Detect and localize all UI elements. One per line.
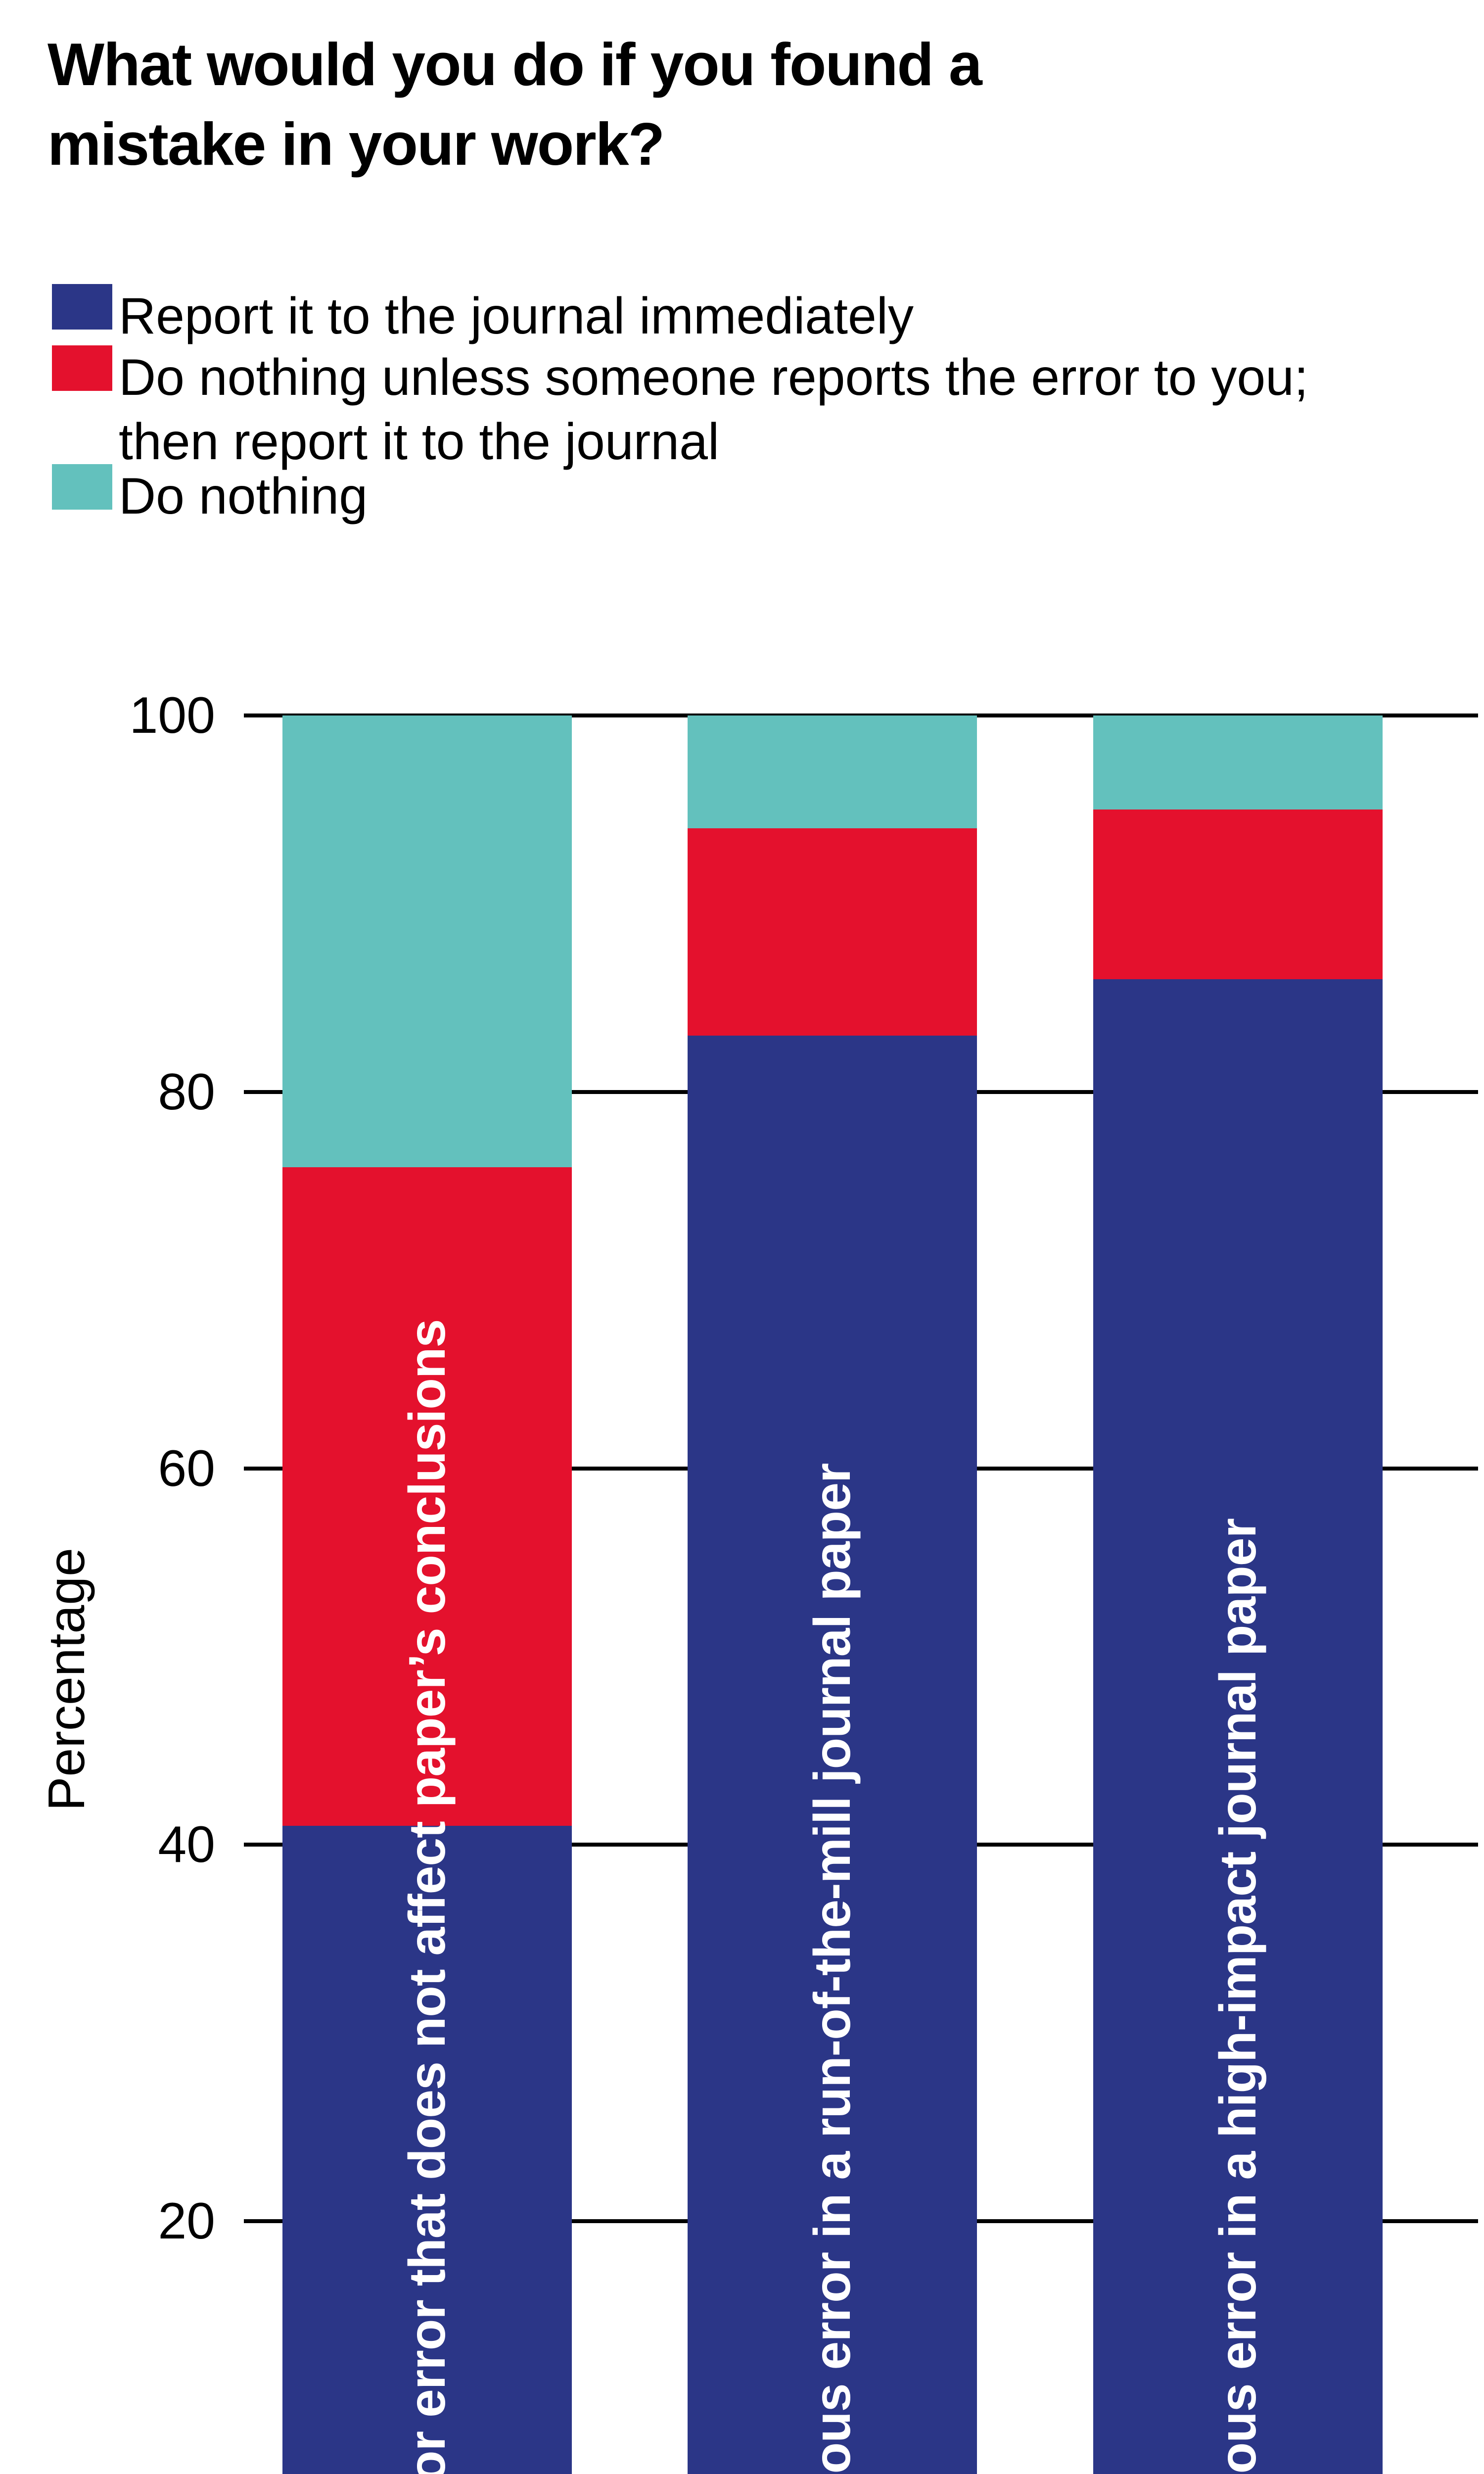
bar-label-2: Serious error in a run-of-the-mill journ… — [803, 1463, 861, 2474]
bar-2-segment-3 — [688, 715, 977, 828]
bar-1-segment-3 — [282, 715, 572, 1167]
bar-1-segment-1 — [282, 1826, 572, 2474]
legend-label-do-nothing-unless: Do nothing unless someone reports the er… — [119, 349, 1308, 471]
y-tick-label-100: 100 — [129, 687, 215, 744]
legend-swatch-do-nothing-unless — [52, 345, 112, 391]
bar-1-segment-2 — [282, 1167, 572, 1826]
y-tick-label-20: 20 — [158, 2192, 215, 2250]
y-tick-label-60: 60 — [158, 1440, 215, 1497]
bar-2-segment-2 — [688, 828, 977, 1036]
bar-3-segment-3 — [1093, 715, 1383, 809]
chart-title: What would you do if you found a mistake… — [47, 31, 982, 178]
bar-label-3: Serious error in a high-impact journal p… — [1209, 1518, 1267, 2474]
y-tick-label-40: 40 — [158, 1816, 215, 1873]
legend-label-do-nothing: Do nothing — [119, 468, 368, 525]
bar-3-segment-2 — [1093, 809, 1383, 979]
legend-swatch-do-nothing — [52, 464, 112, 510]
bar-label-1: Minor error that does not affect paper’s… — [398, 1319, 456, 2474]
legend-label-report: Report it to the journal immediately — [119, 287, 914, 345]
bar-2-segment-1 — [688, 1036, 977, 2474]
legend-swatch-report — [52, 284, 112, 330]
bar-3-segment-1 — [1093, 979, 1383, 2474]
y-axis-title: Percentage — [38, 1548, 95, 1811]
y-tick-label-80: 80 — [158, 1063, 215, 1121]
